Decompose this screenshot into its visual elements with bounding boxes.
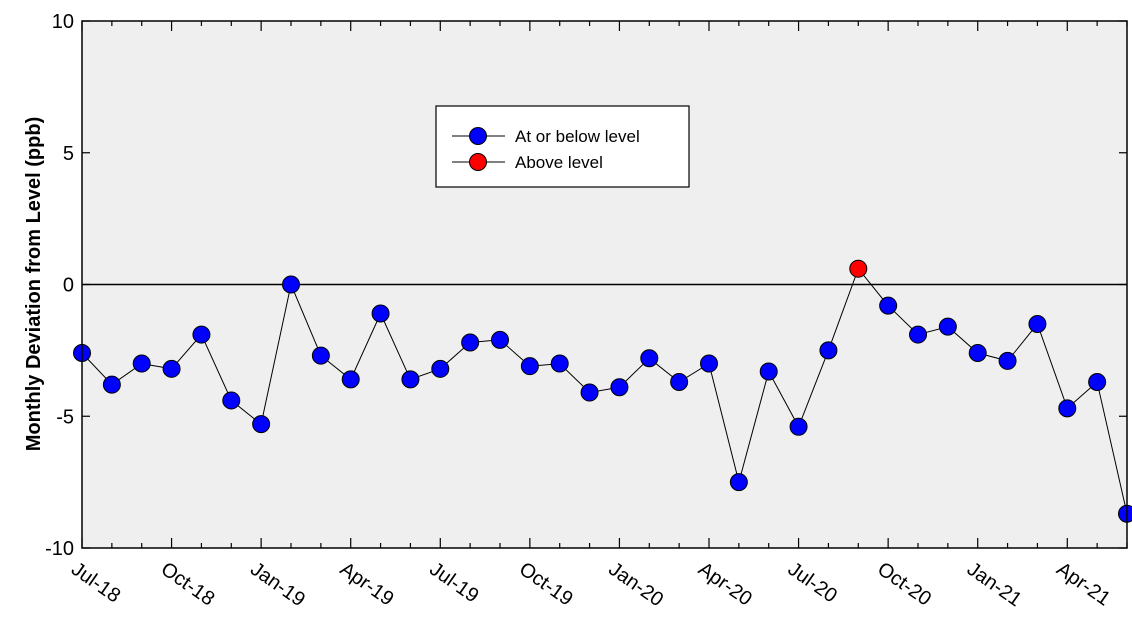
x-tick-label: Oct-19 bbox=[515, 558, 577, 610]
y-tick-label: 10 bbox=[52, 11, 74, 33]
plot-frame bbox=[81, 20, 1128, 549]
legend-above-marker bbox=[469, 153, 487, 171]
data-point-below bbox=[1028, 315, 1047, 334]
x-tick-label: Jan-21 bbox=[963, 558, 1026, 611]
data-point-above bbox=[849, 259, 868, 278]
data-point-below bbox=[819, 341, 838, 360]
data-points bbox=[73, 259, 1132, 523]
x-tick-label: Jul-19 bbox=[425, 558, 482, 607]
data-point-below bbox=[700, 354, 718, 373]
data-point-below bbox=[670, 372, 689, 391]
data-point-below bbox=[968, 344, 987, 363]
data-point-below bbox=[222, 391, 241, 410]
data-point-below bbox=[461, 333, 480, 352]
legend-above-label: Above level bbox=[515, 153, 603, 172]
data-point-below bbox=[789, 417, 808, 436]
y-tick-label: -5 bbox=[56, 406, 74, 428]
data-point-below bbox=[909, 325, 927, 344]
x-tick-label: Jul-20 bbox=[784, 558, 841, 607]
x-tick-label: Apr-20 bbox=[694, 558, 756, 610]
data-point-below bbox=[102, 375, 121, 394]
data-point-below bbox=[729, 473, 748, 492]
data-point-below bbox=[132, 354, 151, 373]
data-point-below bbox=[252, 415, 271, 434]
data-point-below bbox=[520, 357, 539, 376]
data-point-below bbox=[1118, 504, 1132, 523]
data-point-below bbox=[282, 275, 300, 294]
x-tick-label: Oct-18 bbox=[157, 558, 219, 610]
data-point-below bbox=[401, 370, 420, 389]
data-point-below bbox=[491, 330, 509, 349]
data-point-below bbox=[640, 349, 659, 368]
x-tick-label: Oct-20 bbox=[873, 558, 935, 610]
data-point-below bbox=[938, 317, 957, 336]
data-point-below bbox=[610, 378, 629, 397]
data-point-below bbox=[431, 359, 450, 378]
legend-below-marker bbox=[469, 127, 487, 145]
data-point-below bbox=[550, 354, 569, 373]
data-point-below bbox=[1088, 372, 1107, 391]
y-tick-label: 5 bbox=[63, 143, 74, 165]
data-point-below bbox=[371, 304, 390, 323]
y-tick-label: -10 bbox=[45, 538, 74, 560]
x-tick-label: Jul-18 bbox=[67, 558, 124, 607]
x-tick-label: Apr-21 bbox=[1052, 558, 1114, 610]
data-point-below bbox=[162, 359, 181, 378]
data-point-below bbox=[998, 351, 1017, 370]
x-tick-label: Apr-19 bbox=[336, 558, 398, 610]
data-point-below bbox=[311, 346, 330, 365]
x-tick-label: Jan-19 bbox=[246, 558, 309, 611]
data-point-below bbox=[192, 325, 211, 344]
data-point-below bbox=[1058, 399, 1077, 418]
data-point-below bbox=[879, 296, 898, 315]
data-point-below bbox=[759, 362, 778, 381]
y-axis-title: Monthly Deviation from Level (ppb) bbox=[23, 117, 45, 451]
legend: At or below level Above level bbox=[435, 105, 690, 188]
data-point-below bbox=[580, 383, 599, 402]
legend-below-label: At or below level bbox=[515, 127, 640, 146]
legend-box bbox=[435, 105, 690, 188]
y-tick-label: 0 bbox=[63, 275, 74, 297]
x-tick-label: Jan-20 bbox=[605, 558, 668, 611]
data-point-below bbox=[341, 370, 360, 389]
